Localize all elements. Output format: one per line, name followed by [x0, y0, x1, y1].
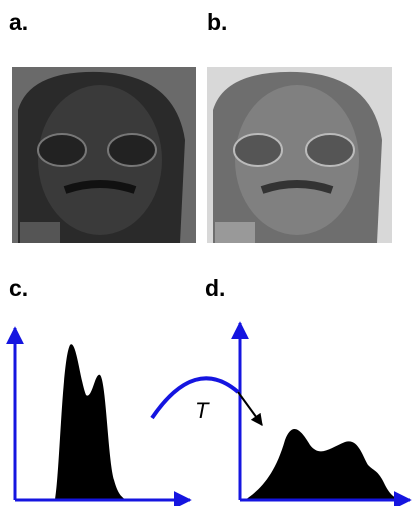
panel-label: b. — [207, 9, 227, 35]
image-equalized — [207, 67, 392, 244]
image-dark — [12, 67, 196, 244]
panel-label: d. — [205, 275, 225, 301]
transform-label: T — [195, 398, 210, 423]
transform-arrow — [237, 391, 263, 426]
histogram-before — [5, 326, 192, 506]
panel-label: c. — [9, 275, 28, 301]
transform-arc — [150, 376, 240, 420]
panel-label: a. — [9, 9, 28, 35]
histogram-after — [231, 321, 412, 506]
